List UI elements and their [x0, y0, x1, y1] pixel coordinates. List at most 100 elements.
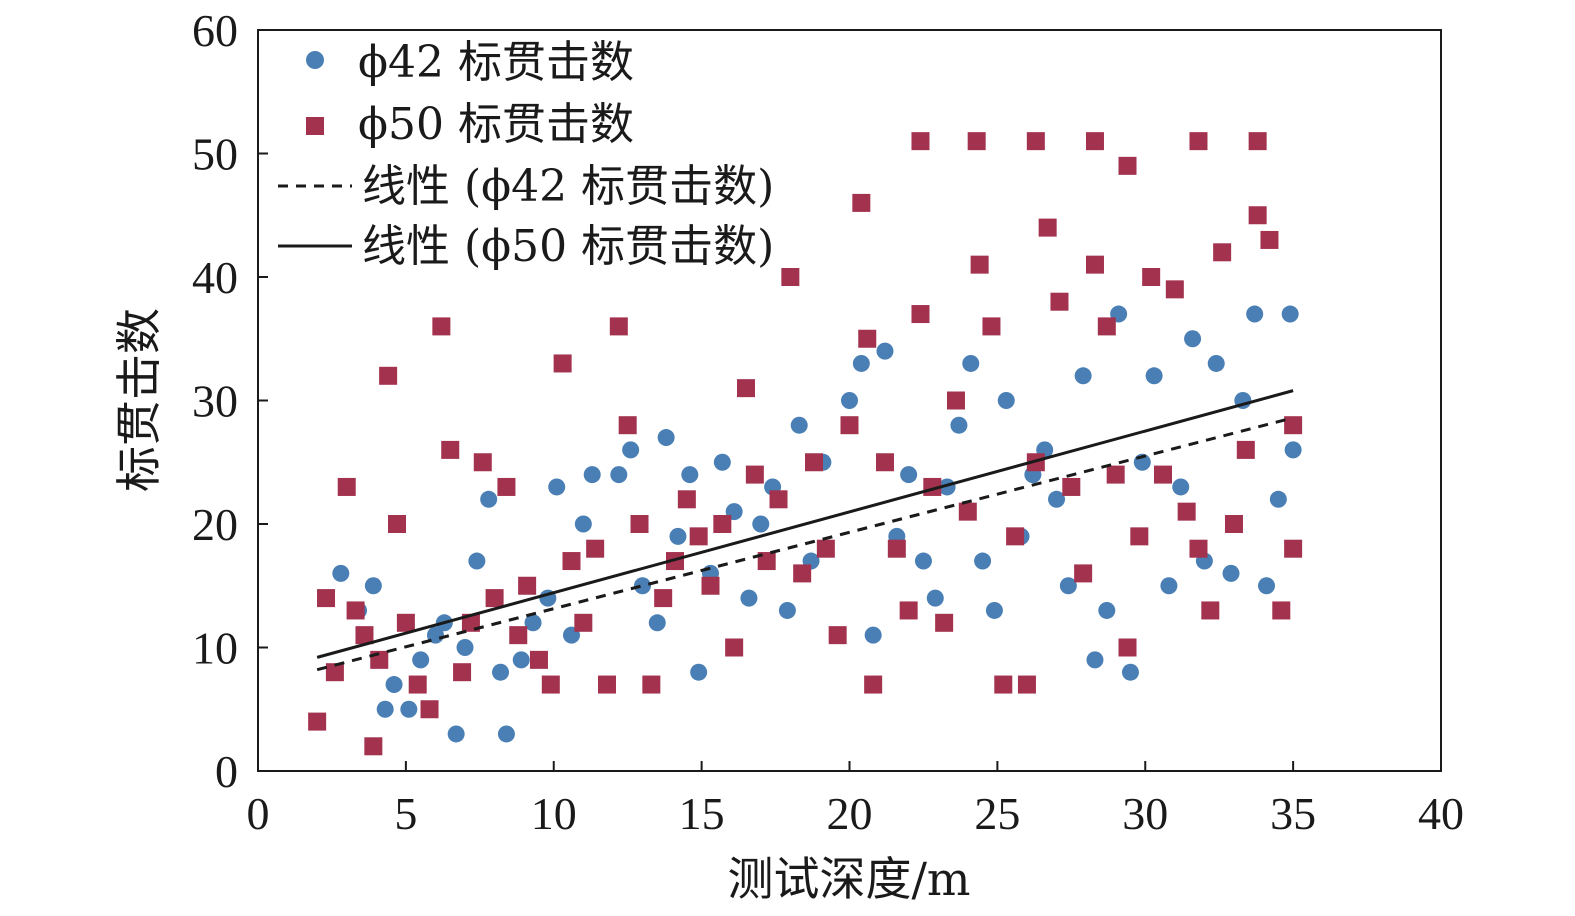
data-point-phi50	[630, 515, 649, 533]
data-point-phi42	[1086, 651, 1104, 669]
data-point-phi50	[1038, 218, 1057, 237]
data-point-phi50	[1097, 317, 1116, 336]
data-point-phi50	[1026, 132, 1045, 151]
data-point-phi42	[648, 614, 666, 632]
data-point-phi50	[911, 305, 930, 324]
data-point-phi50	[586, 539, 605, 558]
trendline-phi50	[316, 389, 1294, 659]
x-tick-label: 20	[827, 788, 873, 839]
series-phi42-points	[332, 305, 1302, 743]
data-point-phi42	[610, 466, 628, 484]
data-point-phi42	[512, 651, 530, 669]
x-tick-label: 0	[247, 788, 270, 839]
data-point-phi42	[1281, 305, 1299, 323]
legend-label-phi42: ϕ42 标贯击数	[358, 37, 634, 88]
data-point-phi42	[447, 725, 465, 743]
data-point-phi42	[852, 354, 870, 372]
y-axis-ticks: 0 10 20 30 40 50 60	[192, 5, 268, 797]
data-point-phi50	[1074, 564, 1093, 583]
data-point-phi42	[574, 515, 592, 533]
data-point-phi42	[1258, 577, 1276, 595]
data-point-phi42	[1269, 490, 1287, 508]
data-point-phi50	[597, 675, 616, 694]
data-point-phi50	[1248, 206, 1267, 225]
data-point-phi42	[583, 466, 601, 484]
data-point-phi50	[1085, 255, 1104, 274]
data-point-phi42	[1160, 577, 1178, 595]
data-point-phi50	[529, 650, 548, 669]
data-point-phi42	[1207, 354, 1225, 372]
data-point-phi50	[816, 539, 835, 558]
data-point-phi50	[701, 576, 720, 595]
data-point-phi42	[548, 478, 566, 496]
data-point-phi42	[633, 577, 651, 595]
y-tick-label: 60	[192, 5, 238, 56]
data-point-phi50	[618, 416, 637, 435]
data-point-phi42	[950, 416, 968, 434]
data-point-phi50	[970, 255, 989, 274]
data-point-phi50	[858, 329, 877, 348]
data-point-phi42	[841, 392, 858, 409]
data-point-phi50	[757, 552, 776, 571]
data-point-phi50	[689, 527, 708, 546]
data-point-phi50	[1248, 132, 1267, 151]
data-point-phi42	[752, 515, 770, 533]
data-point-phi42	[962, 354, 980, 372]
data-point-phi50	[1130, 527, 1149, 546]
data-point-phi42	[914, 552, 932, 570]
data-point-phi50	[346, 601, 365, 620]
data-point-phi42	[997, 392, 1015, 409]
data-point-phi50	[994, 675, 1013, 694]
data-point-phi42	[1059, 577, 1077, 595]
data-point-phi42	[985, 601, 1003, 619]
y-tick-label: 40	[192, 252, 238, 303]
data-point-phi42	[1074, 367, 1092, 385]
data-point-phi50	[461, 613, 480, 632]
data-point-phi50	[958, 502, 977, 521]
data-point-phi50	[308, 712, 327, 731]
x-tick-label: 25	[974, 788, 1020, 839]
data-point-phi50	[1118, 638, 1137, 657]
data-point-phi42	[1284, 441, 1302, 459]
data-point-phi50	[982, 317, 1001, 336]
data-point-phi50	[562, 552, 581, 571]
data-point-phi50	[325, 663, 344, 682]
data-point-phi50	[642, 675, 661, 694]
data-point-phi42	[974, 552, 992, 570]
x-axis-title: 测试深度/m	[727, 852, 970, 906]
data-point-phi50	[485, 589, 504, 608]
data-point-phi50	[441, 440, 460, 459]
x-tick-label: 5	[394, 788, 417, 839]
data-point-phi50	[337, 477, 356, 496]
data-point-phi50	[1165, 280, 1184, 299]
data-point-phi50	[541, 675, 560, 694]
x-tick-label: 10	[531, 788, 577, 839]
data-point-phi50	[1106, 465, 1125, 484]
x-axis-ticks: 0 5 10 15 20 25 30 35 40	[247, 761, 1464, 839]
data-point-phi50	[745, 465, 764, 484]
data-point-phi50	[935, 613, 954, 632]
data-point-phi50	[828, 626, 847, 645]
data-point-phi50	[317, 589, 336, 608]
data-point-phi50	[654, 589, 673, 608]
data-point-phi50	[875, 453, 894, 472]
data-point-phi50	[864, 675, 883, 694]
data-point-phi42	[385, 676, 403, 694]
data-point-phi42	[1172, 478, 1190, 496]
data-point-phi50	[574, 613, 593, 632]
data-point-phi50	[1006, 527, 1025, 546]
data-point-phi50	[408, 675, 427, 694]
data-point-phi42	[740, 589, 758, 607]
data-point-phi50	[713, 515, 732, 533]
data-point-phi50	[420, 700, 439, 719]
data-point-phi50	[1085, 132, 1104, 151]
data-point-phi50	[793, 564, 812, 583]
legend-marker-phi50	[306, 117, 324, 135]
data-point-phi50	[1017, 675, 1036, 694]
data-point-phi50	[887, 539, 906, 558]
data-point-phi42	[876, 342, 894, 360]
data-point-phi50	[1142, 268, 1161, 286]
trendline-phi42	[316, 416, 1294, 672]
data-point-phi50	[370, 650, 389, 669]
data-point-phi50	[1284, 416, 1303, 435]
